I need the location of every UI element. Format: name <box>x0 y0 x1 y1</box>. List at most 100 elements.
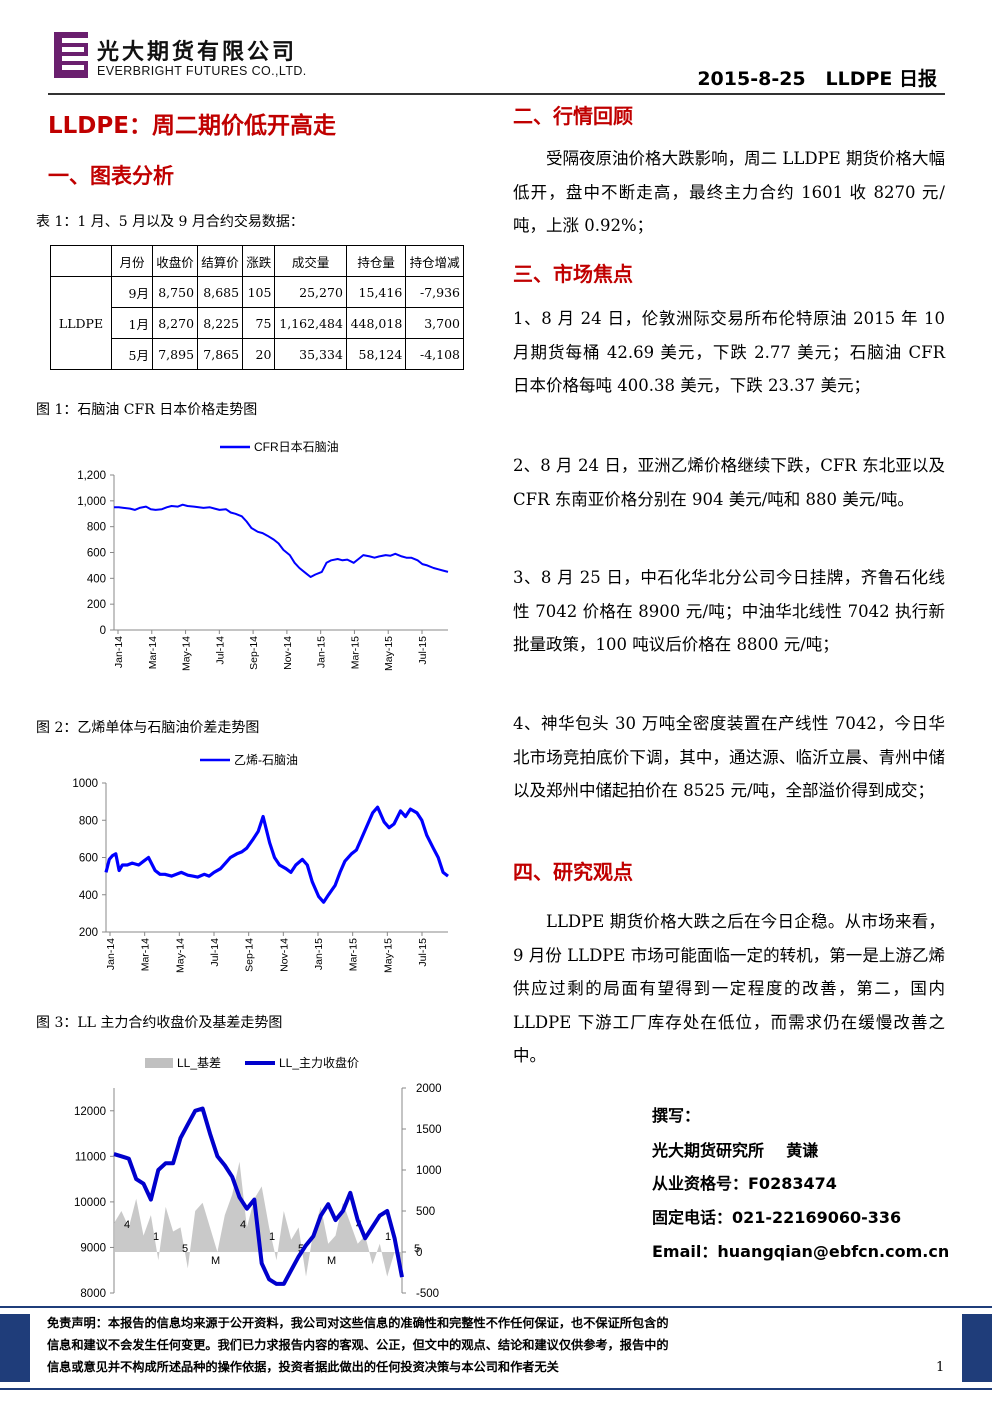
table-header-row: 月份 收盘价 结算价 涨跌 成交量 持仓量 持仓增减 <box>50 245 464 277</box>
x-tick-label: Nov-14 <box>282 636 294 670</box>
company-name-cn: 光大期货有限公司 <box>97 40 298 65</box>
y-left-tick-label: 9000 <box>80 1242 106 1254</box>
author-license: 从业资格号：F0283474 <box>652 1174 837 1193</box>
x-tick-label: Jan-15 <box>313 938 325 970</box>
naphtha-price-chart: CFR日本石脑油 0 200 400 600 800 1,000 1,200 Jan-14 Mar… <box>77 440 449 671</box>
focus-item-3: 3、8 月 25 日，中石化华北分公司今日挂牌，齐鲁石化线性 7042 价格在 … <box>513 568 945 654</box>
table-header-cell: 成交量 <box>274 245 347 277</box>
ethylene-naphtha-spread-chart: 乙烯-石脑油 200 400 600 800 1000 Jan-14 Mar-14 May-14… <box>72 753 449 973</box>
y-right-tick-label: 2000 <box>416 1083 442 1095</box>
author-label: 撰写： <box>652 1106 701 1125</box>
disclaimer-line-1: 免责声明：本报告的信息均来源于公开资料，我公司对这些信息的准确性和完整性不作任何… <box>47 1316 669 1330</box>
x-tick-label: Mar-14 <box>140 938 152 971</box>
x-tick-label: Jul-14 <box>209 938 221 967</box>
x-tick-label: Sep-14 <box>248 636 260 670</box>
focus-item-1: 1、8 月 24 日，伦敦洲际交易所布伦特原油 2015 年 10 月期货每桶 … <box>513 309 945 395</box>
focus-item-4: 4、神华包头 30 万吨全密度装置在产线性 7042，今日华北市场竞拍底价下调，… <box>513 714 945 800</box>
table-cell: 5月 <box>111 338 153 370</box>
table-cell: 8,750 <box>151 276 199 308</box>
table-cell: 25,270 <box>274 276 347 308</box>
overlay-label: 1 <box>269 1231 275 1243</box>
overlay-label: 1 <box>153 1231 159 1243</box>
y-tick-label: 1,200 <box>77 470 106 482</box>
y-left-tick-label: 8000 <box>80 1288 106 1300</box>
fig1-caption: 图 1：石脑油 CFR 日本价格走势图 <box>36 402 258 418</box>
y-tick-label: 600 <box>87 548 106 560</box>
section-chart-analysis: 一、图表分析 <box>48 164 174 188</box>
series-line <box>104 805 449 904</box>
table-cell: 35,334 <box>274 338 347 370</box>
series-line <box>114 503 449 578</box>
table-header-cell: 持仓增减 <box>405 245 464 277</box>
y-right-tick-label: 1000 <box>416 1165 442 1177</box>
overlay-label: 5 <box>414 1243 420 1255</box>
overlay-label: M <box>211 1255 220 1267</box>
overlay-label: 1 <box>385 1231 391 1243</box>
x-tick-label: May-15 <box>382 938 394 973</box>
x-tick-label: Jul-14 <box>214 636 226 665</box>
trading-data-table: 月份 收盘价 结算价 涨跌 成交量 持仓量 持仓增减 LLDPE 9月 8,75… <box>50 245 464 370</box>
table-cell: 20 <box>242 338 276 370</box>
author-email: Email：huangqian@ebfcn.com.cn <box>652 1242 950 1261</box>
y-tick-label: 600 <box>79 853 98 865</box>
x-tick-label: Jul-15 <box>417 636 429 665</box>
y-right-tick-label: 500 <box>416 1206 435 1218</box>
overlay-label: 4 <box>124 1219 130 1231</box>
table-header-cell: 持仓量 <box>345 245 407 277</box>
y-tick-label: 400 <box>79 890 98 902</box>
table-cell: 1月 <box>111 307 153 339</box>
table-row: LLDPE 9月 8,750 8,685 105 25,270 15,416 -… <box>50 276 464 370</box>
table-cell: 3,700 <box>405 307 464 339</box>
page-number: 1 <box>936 1360 945 1375</box>
header-rule <box>48 93 945 95</box>
y-right-tick-label: 1500 <box>416 1124 442 1136</box>
ll-main-contract-basis-chart: LL_基差 LL_主力收盘价80009000100001100012000-500… <box>74 1055 442 1300</box>
report-title: LLDPE：周二期价低开高走 <box>48 113 336 139</box>
table-header-cell: 月份 <box>111 245 153 277</box>
table-row: 1月 8,270 8,225 75 1,162,484 448,018 3,70… <box>51 307 464 339</box>
table-header-cell: 结算价 <box>197 245 244 277</box>
company-name-en: EVERBRIGHT FUTURES CO.,LTD. <box>97 64 307 78</box>
table-header-cell: 涨跌 <box>242 245 276 277</box>
table-cell: 448,018 <box>345 307 407 339</box>
overlay-label: 5 <box>298 1243 304 1255</box>
y-tick-label: 0 <box>100 625 106 637</box>
y-tick-label: 1000 <box>72 778 98 790</box>
legend-label-basis: LL_基差 <box>177 1056 221 1070</box>
report-date-title: 2015-8-25 LLDPE 日报 <box>697 68 937 90</box>
table-cell: 8,685 <box>197 276 244 308</box>
legend-label: CFR日本石脑油 <box>254 440 339 454</box>
table-cell: 105 <box>242 276 276 308</box>
x-tick-label: May-15 <box>383 636 395 671</box>
x-tick-label: May-14 <box>174 938 186 973</box>
overlay-label: 4 <box>240 1219 246 1231</box>
overlay-label: M <box>327 1255 336 1267</box>
table-cell: -7,936 <box>405 276 464 308</box>
table-cell: 75 <box>242 307 276 339</box>
x-tick-label: Mar-15 <box>348 938 360 971</box>
x-tick-label: May-14 <box>181 636 193 671</box>
legend-swatch-basis <box>145 1058 173 1068</box>
x-tick-label: Jan-14 <box>113 636 125 668</box>
disclaimer-box <box>0 1306 992 1390</box>
y-tick-label: 200 <box>79 927 98 939</box>
focus-item-2: 2、8 月 24 日，亚洲乙烯价格继续下跌，CFR 东北亚以及 CFR 东南亚价… <box>513 456 945 509</box>
table1-caption: 表 1：1 月、5 月以及 9 月合约交易数据： <box>36 214 304 230</box>
table-row: 5月 7,895 7,865 20 35,334 58,124 -4,108 <box>51 338 464 370</box>
section-research-view: 四、研究观点 <box>513 860 633 884</box>
view-paragraph: LLDPE 期货价格大跌之后在今日企稳。从市场来看，9 月份 LLDPE 市场可… <box>513 912 945 1065</box>
y-right-tick-label: -500 <box>416 1288 439 1300</box>
y-left-tick-label: 12000 <box>74 1106 106 1118</box>
y-left-tick-label: 10000 <box>74 1197 106 1209</box>
y-tick-label: 400 <box>87 573 106 585</box>
table-cell: 1,162,484 <box>274 307 347 339</box>
y-left-tick-label: 11000 <box>75 1151 106 1163</box>
review-paragraph: 受隔夜原油价格大跌影响，周二 LLDPE 期货价格大幅低开，盘中不断走高，最终主… <box>513 149 945 235</box>
author-phone: 固定电话：021-22169060-336 <box>652 1208 902 1227</box>
table-cell: 7,895 <box>151 338 199 370</box>
y-tick-label: 800 <box>79 815 98 827</box>
table-cell: -4,108 <box>405 338 464 370</box>
disclaimer-left-bar <box>0 1314 30 1382</box>
x-tick-label: Mar-14 <box>147 636 159 669</box>
x-tick-label: Nov-14 <box>278 938 290 972</box>
